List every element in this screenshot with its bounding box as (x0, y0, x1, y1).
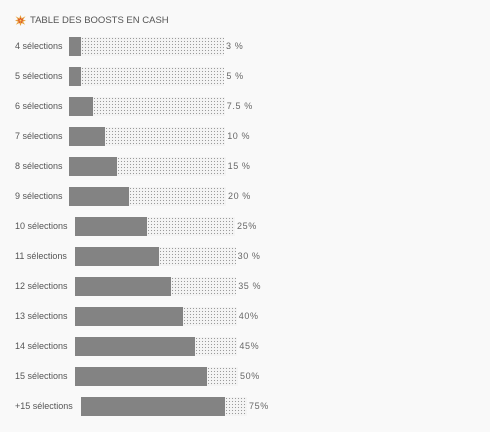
table-row: 7 sélections 10 % (0, 127, 490, 147)
boost-bar-fill (69, 157, 117, 176)
boost-bar-fill (75, 247, 159, 266)
boost-percentage: 40% (238, 311, 259, 321)
row-label: 13 sélections (15, 311, 68, 321)
row-label: 11 sélections (15, 251, 67, 261)
boost-percentage: 35 % (238, 281, 262, 291)
boost-percentage: 75% (249, 401, 269, 411)
table-row: 4 sélections 3 % (0, 37, 490, 57)
row-label: 12 sélections (15, 281, 68, 291)
boost-bar-fill (75, 367, 207, 386)
table-row: 11 sélections 30 % (0, 247, 490, 267)
boost-percentage: 15 % (227, 161, 251, 171)
table-row: 9 sélections 20 % (0, 187, 490, 207)
boost-percentage: 5 % (226, 71, 244, 81)
boost-bar-track (75, 247, 236, 266)
boost-bar-track (69, 157, 226, 176)
boost-bar-track (69, 127, 226, 146)
row-label: 15 sélections (15, 371, 68, 381)
row-label: 4 sélections (15, 41, 63, 51)
table-row: 14 sélections 45% (0, 337, 490, 357)
boost-percentage: 50% (240, 371, 260, 381)
boom-icon (15, 14, 26, 26)
boost-bar-fill (75, 337, 195, 356)
boost-bar-fill (69, 187, 129, 206)
boost-bar-track (69, 187, 226, 206)
boost-bar-track (75, 337, 238, 356)
table-row: 5 sélections 5 % (0, 67, 490, 87)
row-label: 7 sélections (15, 131, 63, 141)
row-label: 14 sélections (15, 341, 68, 351)
table-row: 8 sélections 15 % (0, 157, 490, 177)
row-label: 6 sélections (15, 101, 63, 111)
table-row: 6 sélections 7.5 % (0, 97, 490, 117)
row-label: 5 sélections (15, 71, 63, 81)
table-row: 10 sélections 25% (0, 217, 490, 237)
row-label: +15 sélections (15, 401, 73, 411)
boost-bar-track (75, 367, 238, 386)
row-label: 9 sélections (15, 191, 63, 201)
boost-bar-track (75, 307, 237, 326)
row-label: 10 sélections (15, 221, 68, 231)
boost-percentage: 20 % (228, 191, 251, 201)
boost-bar-track (69, 37, 224, 56)
boost-bar-fill (69, 67, 81, 86)
table-row: 15 sélections 50% (0, 367, 490, 387)
boost-percentage: 3 % (226, 41, 244, 51)
boost-bar-fill (81, 397, 225, 416)
boost-bar-fill (75, 217, 147, 236)
boost-percentage: 10 % (227, 131, 251, 141)
boost-bar-track (75, 217, 235, 236)
table-row: 12 sélections 35 % (0, 277, 490, 297)
boost-bar-fill (75, 307, 183, 326)
table-title: TABLE DES BOOSTS EN CASH (30, 14, 169, 26)
table-row: 13 sélections 40% (0, 307, 490, 327)
boost-bar-fill (69, 37, 81, 56)
boost-bar-fill (75, 277, 171, 296)
boost-bar-track (69, 67, 225, 86)
boost-percentage: 7.5 % (226, 101, 253, 111)
table-row: +15 sélections 75% (0, 397, 490, 417)
boost-percentage: 25% (237, 221, 257, 231)
boost-bar-fill (69, 127, 105, 146)
boost-bar-track (69, 97, 225, 116)
table-header: TABLE DES BOOSTS EN CASH (15, 12, 169, 28)
boost-percentage: 30 % (237, 251, 261, 261)
boost-bar-fill (69, 97, 93, 116)
boost-bar-track (81, 397, 247, 416)
row-label: 8 sélections (15, 161, 63, 171)
boost-bar-track (75, 277, 237, 296)
boost-percentage: 45% (239, 341, 260, 351)
